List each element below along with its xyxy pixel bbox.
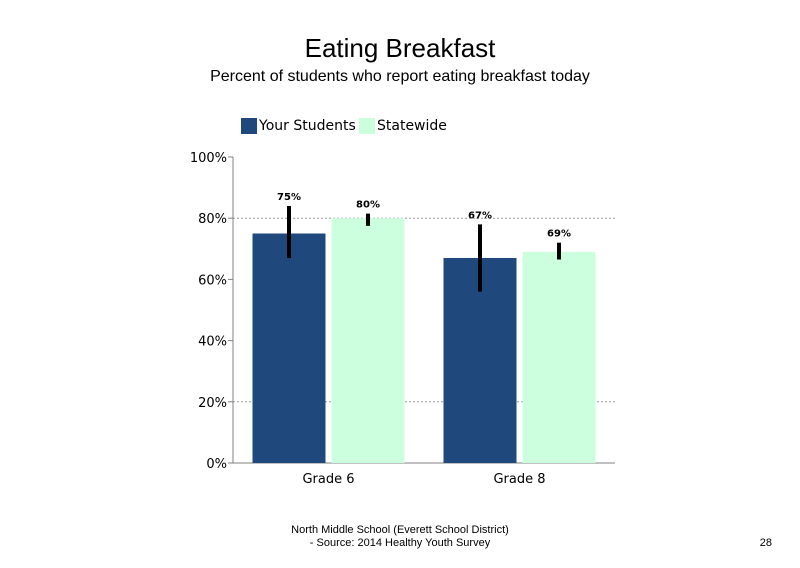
y-tick-label: 80%	[198, 212, 227, 227]
footer-source: North Middle School (Everett School Dist…	[250, 524, 550, 550]
footer-line-1: North Middle School (Everett School Dist…	[291, 524, 509, 536]
data-label: 75%	[277, 192, 301, 203]
y-tick-label: 40%	[198, 335, 227, 350]
legend-swatch-statewide	[359, 118, 375, 134]
y-tick-label: 100%	[190, 151, 227, 166]
bar	[252, 233, 326, 463]
chart-title: Eating Breakfast	[304, 33, 496, 63]
y-tick-label: 60%	[198, 273, 227, 288]
data-label: 67%	[468, 210, 492, 221]
bar	[331, 218, 405, 463]
chart-subtitle: Percent of students who report eating br…	[210, 68, 590, 85]
x-tick-label: Grade 8	[493, 472, 545, 487]
y-tick-label: 20%	[198, 396, 227, 411]
footer-line-2: - Source: 2014 Healthy Youth Survey	[309, 537, 491, 549]
page-number: 28	[759, 537, 772, 549]
legend-label-your-students: Your Students	[259, 118, 356, 134]
legend-label-statewide: Statewide	[377, 118, 447, 134]
bar	[443, 257, 517, 463]
x-tick-label: Grade 6	[302, 472, 354, 487]
data-label: 69%	[547, 229, 571, 240]
y-tick-label: 0%	[206, 457, 227, 472]
legend-swatch-your-students	[241, 118, 257, 134]
data-label: 80%	[356, 200, 380, 211]
bar	[522, 251, 596, 463]
